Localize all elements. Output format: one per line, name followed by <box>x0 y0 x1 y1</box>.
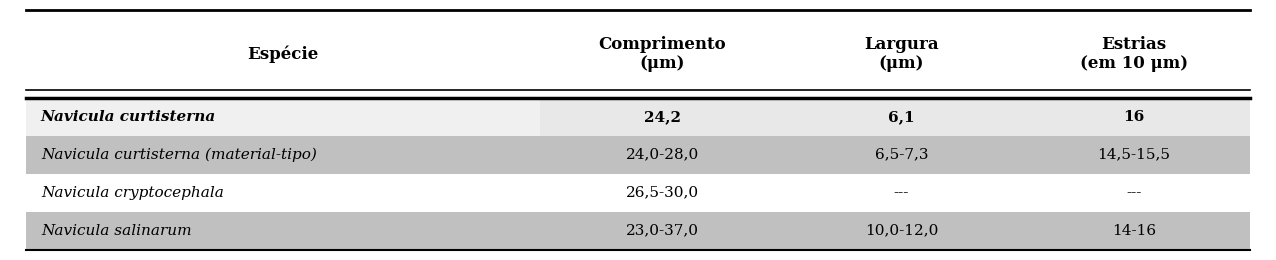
Text: Comprimento
(μm): Comprimento (μm) <box>598 36 726 72</box>
Text: Navicula curtisterna: Navicula curtisterna <box>41 110 216 124</box>
Text: Navicula curtisterna (material-tipo): Navicula curtisterna (material-tipo) <box>41 147 316 162</box>
Text: Largura
(μm): Largura (μm) <box>864 36 939 72</box>
Text: ---: --- <box>893 186 909 200</box>
Text: Estrias
(em 10 μm): Estrias (em 10 μm) <box>1079 36 1188 72</box>
Text: 24,2: 24,2 <box>644 110 681 124</box>
Text: Navicula cryptocephala: Navicula cryptocephala <box>41 186 223 200</box>
Text: 10,0-12,0: 10,0-12,0 <box>865 224 938 238</box>
Text: ---: --- <box>1127 186 1142 200</box>
Text: Espécie: Espécie <box>248 45 319 63</box>
Text: 6,1: 6,1 <box>888 110 915 124</box>
Text: 16: 16 <box>1123 110 1145 124</box>
Text: 23,0-37,0: 23,0-37,0 <box>627 224 699 238</box>
Text: 14,5-15,5: 14,5-15,5 <box>1097 148 1170 162</box>
Text: Navicula salinarum: Navicula salinarum <box>41 224 191 238</box>
Text: 14-16: 14-16 <box>1113 224 1156 238</box>
Text: 26,5-30,0: 26,5-30,0 <box>627 186 699 200</box>
Text: 6,5-7,3: 6,5-7,3 <box>874 148 928 162</box>
Text: 24,0-28,0: 24,0-28,0 <box>625 148 699 162</box>
